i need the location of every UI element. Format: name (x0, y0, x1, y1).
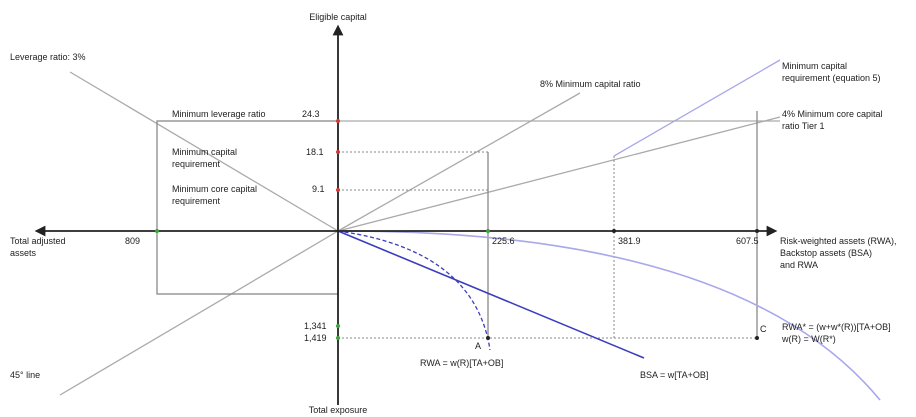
rwa-curve (337, 230, 491, 351)
value-607-5: 607.5 (736, 236, 759, 246)
forty-five-line-label: 45° line (10, 370, 40, 380)
value-381-9: 381.9 (618, 236, 641, 246)
bsa-line (337, 230, 645, 359)
axis-label-total-adjusted-assets: Total adjusted assets (10, 236, 68, 258)
rwa-formula-label: RWA = w(R)[TA+OB] (420, 358, 503, 368)
marker-607-5 (755, 229, 759, 233)
min-core-capital-requirement-value: 9.1 (312, 184, 325, 194)
axis-label-total-exposure: Total exposure (309, 405, 368, 415)
leverage-ratio-label: Leverage ratio: 3% (10, 52, 86, 62)
value-225-6: 225.6 (492, 236, 515, 246)
marker-1341 (336, 324, 340, 328)
axis-label-eligible-capital: Eligible capital (309, 12, 367, 22)
min-core-capital-requirement-label: Minimum core capital requirement (172, 184, 260, 206)
value-1341: 1,341 (304, 321, 327, 331)
min-capital-ratio-label: 8% Minimum capital ratio (540, 79, 641, 89)
marker-9-1 (336, 188, 340, 192)
leverage-ratio-line (69, 71, 339, 232)
point-c-marker (755, 336, 759, 340)
min-capital-requirement-eq5-line (613, 59, 781, 157)
bsa-formula-label: BSA = w[TA+OB] (640, 370, 708, 380)
rwa-star-curve (337, 230, 881, 401)
marker-225-6 (486, 229, 490, 233)
min-capital-requirement-value: 18.1 (306, 147, 324, 157)
forty-five-degree-line (59, 230, 339, 396)
marker-1419 (336, 336, 340, 340)
min-core-capital-ratio-label: 4% Minimum core capital ratio Tier 1 (782, 109, 885, 131)
min-capital-ratio-line (337, 92, 581, 232)
point-a-label: A (475, 341, 481, 351)
marker-381-9 (612, 229, 616, 233)
marker-18-1 (336, 150, 340, 154)
min-capital-requirement-eq5-label: Minimum capital requirement (equation 5) (782, 61, 881, 83)
marker-809 (155, 229, 159, 233)
point-c-label: C (760, 324, 767, 334)
value-1419: 1,419 (304, 333, 327, 343)
axis-label-rwa-bsa: Risk-weighted assets (RWA), Backstop ass… (780, 236, 899, 270)
min-core-capital-ratio-line (337, 116, 781, 232)
point-a-marker (486, 336, 490, 340)
min-leverage-ratio-label: Minimum leverage ratio (172, 109, 266, 119)
value-809: 809 (125, 236, 140, 246)
rwa-star-formula-label: RWA* = (w+w*(R))[TA+OB] w(R) = W(R*) (781, 322, 893, 344)
marker-24-3 (336, 119, 340, 123)
min-capital-requirement-label: Minimum capital requirement (172, 147, 240, 169)
min-leverage-ratio-value: 24.3 (302, 109, 320, 119)
